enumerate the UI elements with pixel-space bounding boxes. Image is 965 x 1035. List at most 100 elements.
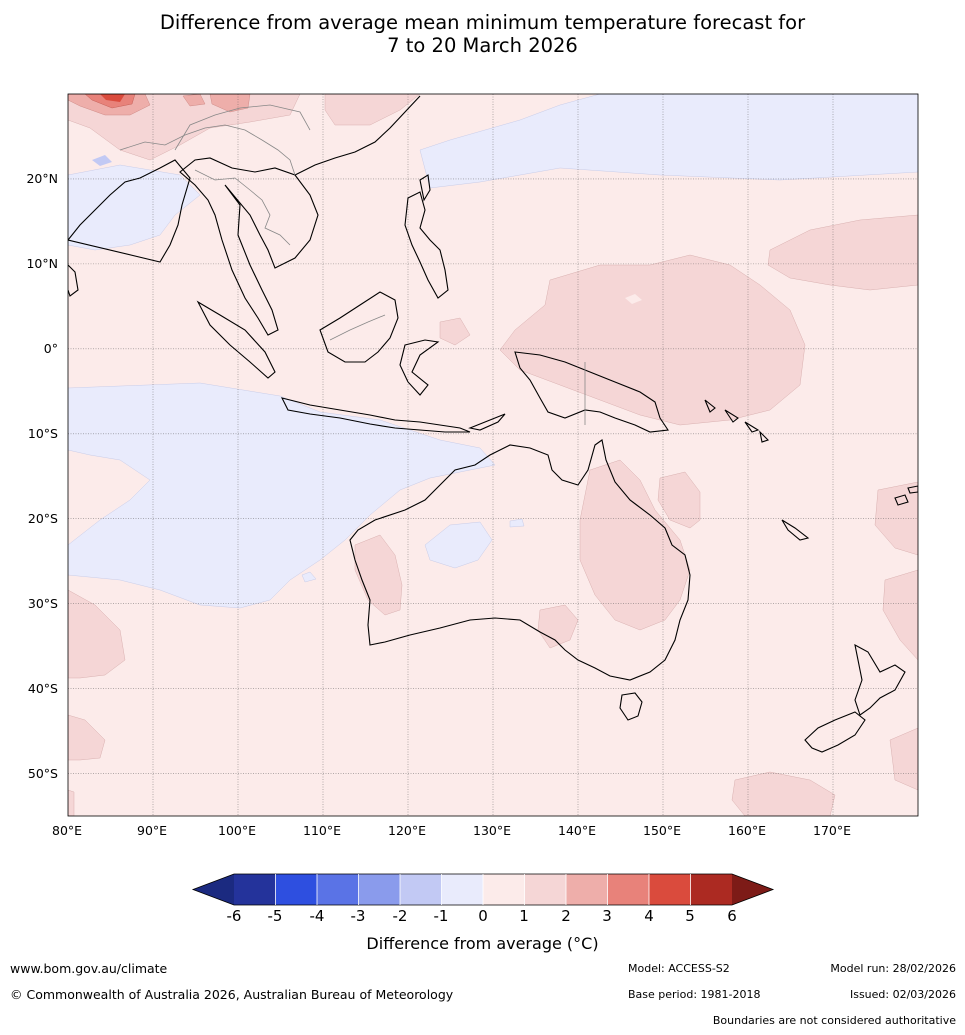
- coast-philippines: [404, 191, 449, 299]
- colorbar-swatch: [524, 874, 567, 905]
- coast-sulawesi: [399, 339, 440, 396]
- coast-sumatra: [196, 300, 276, 379]
- neutral-blob: [625, 294, 642, 304]
- coast-new-guinea: [514, 351, 669, 433]
- chart-title-line2: 7 to 20 March 2026: [387, 34, 578, 57]
- coast-solomons: [704, 399, 770, 443]
- lon-label-110e: 110°E: [303, 823, 342, 838]
- warm-region-south-east-2: [889, 727, 918, 791]
- warm-region-himalaya-4: [100, 94, 125, 102]
- warm-region-east-south: [882, 569, 918, 661]
- colorbar-tick: 4: [644, 907, 654, 925]
- footer-model-run: Model run: 28/02/2026: [830, 962, 956, 975]
- coast-australia: [349, 439, 691, 681]
- colorbar-swatch: [400, 874, 442, 905]
- colorbar-swatch: [649, 874, 691, 905]
- coast-borneo: [319, 291, 399, 363]
- coast-timor: [468, 413, 506, 431]
- coastlines: [68, 95, 918, 753]
- cool-region-north-pacific: [419, 94, 918, 189]
- colorbar-swatch: [234, 874, 276, 905]
- lon-label-140e: 140°E: [558, 823, 597, 838]
- borders: [119, 104, 586, 425]
- colorbar-tick: -3: [350, 907, 366, 925]
- footer-disclaimer: Boundaries are not considered authoritat…: [712, 1014, 956, 1027]
- lat-label-10n: 10°N: [26, 256, 58, 271]
- colorbar-tick: -6: [226, 907, 242, 925]
- cool-region-small-blob-3: [301, 571, 317, 583]
- lon-label-160e: 160°E: [728, 823, 767, 838]
- border-borneo: [329, 314, 386, 341]
- warm-region-wa: [354, 534, 403, 616]
- colorbar-tick: 3: [602, 907, 612, 925]
- lat-label-50s: 50°S: [27, 766, 58, 781]
- colorbar-swatch: [690, 874, 733, 905]
- colorbar-title-text: Difference from average (: [366, 934, 574, 953]
- footer-copyright: © Commonwealth of Australia 2026, Austra…: [10, 987, 454, 1002]
- warm-region-png: [439, 317, 471, 346]
- lon-label-120e: 120°E: [388, 823, 427, 838]
- colorbar-tick: 5: [685, 907, 695, 925]
- lon-label-100e: 100°E: [218, 823, 257, 838]
- colorbar-swatch: [317, 874, 359, 905]
- colorbar-swatch: [483, 874, 525, 905]
- coast-indochina: [179, 157, 319, 336]
- colorbar-title: Difference from average (°C): [0, 934, 965, 953]
- colorbar-tick: 6: [727, 907, 737, 925]
- colorbar-tick: -2: [392, 907, 408, 925]
- coast-tasmania: [619, 692, 643, 721]
- lat-label-30s: 30°S: [27, 596, 58, 611]
- lat-label-0: 0°: [43, 341, 58, 356]
- coast-india: [68, 159, 191, 263]
- coast-sri-lanka: [68, 264, 79, 297]
- coast-nz-south: [804, 711, 866, 753]
- cool-region-bay-of-bengal: [68, 164, 201, 251]
- coast-china: [294, 95, 421, 176]
- colorbar-over-arrow: [732, 874, 773, 905]
- colorbar-swatch: [441, 874, 484, 905]
- colorbar-tick: 0: [478, 907, 488, 925]
- coast-nz-north: [854, 643, 906, 716]
- warm-region-far-west: [68, 589, 126, 679]
- warm-region-queensland: [579, 459, 691, 631]
- lon-label-150e: 150°E: [643, 823, 682, 838]
- chart-title-line1: Difference from average mean minimum tem…: [159, 11, 806, 34]
- lon-label-130e: 130°E: [473, 823, 512, 838]
- footer-issued: Issued: 02/03/2026: [849, 988, 956, 1001]
- coast-java: [280, 397, 471, 433]
- warm-region-north-east-pacific: [767, 214, 918, 291]
- map-frame: [67, 93, 919, 817]
- warm-region-north-2: [182, 94, 206, 107]
- anomaly-regions: [68, 94, 918, 816]
- warm-region-bight: [537, 604, 579, 649]
- colorbar-tick: -1: [433, 907, 449, 925]
- border-indochina: [194, 169, 291, 246]
- lon-label-170e: 170°E: [813, 823, 852, 838]
- cool-region-west-australia-blob: [424, 521, 493, 569]
- colorbar: [191, 873, 775, 906]
- warm-region-southwest: [68, 714, 106, 761]
- warm-region-tibet-2: [209, 94, 251, 113]
- colorbar-tick: -4: [309, 907, 325, 925]
- warm-region-south-east: [731, 771, 836, 816]
- border-china: [174, 104, 311, 151]
- coast-taiwan: [419, 174, 431, 202]
- cool-region-small-blob-2: [509, 518, 525, 528]
- colorbar-title-unit: °C): [573, 934, 599, 953]
- lat-label-20s: 20°S: [27, 511, 58, 526]
- colorbar-tick: 1: [519, 907, 529, 925]
- colorbar-tick: -5: [267, 907, 283, 925]
- colorbar-outline: [191, 873, 775, 906]
- cool-region-small-blob: [92, 155, 112, 166]
- colorbar-under-arrow: [193, 874, 234, 905]
- warm-region-coral-sea: [657, 471, 701, 529]
- lon-label-80e: 80°E: [52, 823, 83, 838]
- gridlines: [68, 94, 918, 816]
- warm-region-north: [324, 94, 421, 126]
- warm-region-west-pacific: [499, 254, 806, 426]
- border-asia: [119, 124, 296, 176]
- coast-fiji: [894, 485, 918, 506]
- footer-base-period: Base period: 1981-2018: [628, 988, 761, 1001]
- colorbar-swatch: [566, 874, 608, 905]
- lat-label-10s: 10°S: [27, 426, 58, 441]
